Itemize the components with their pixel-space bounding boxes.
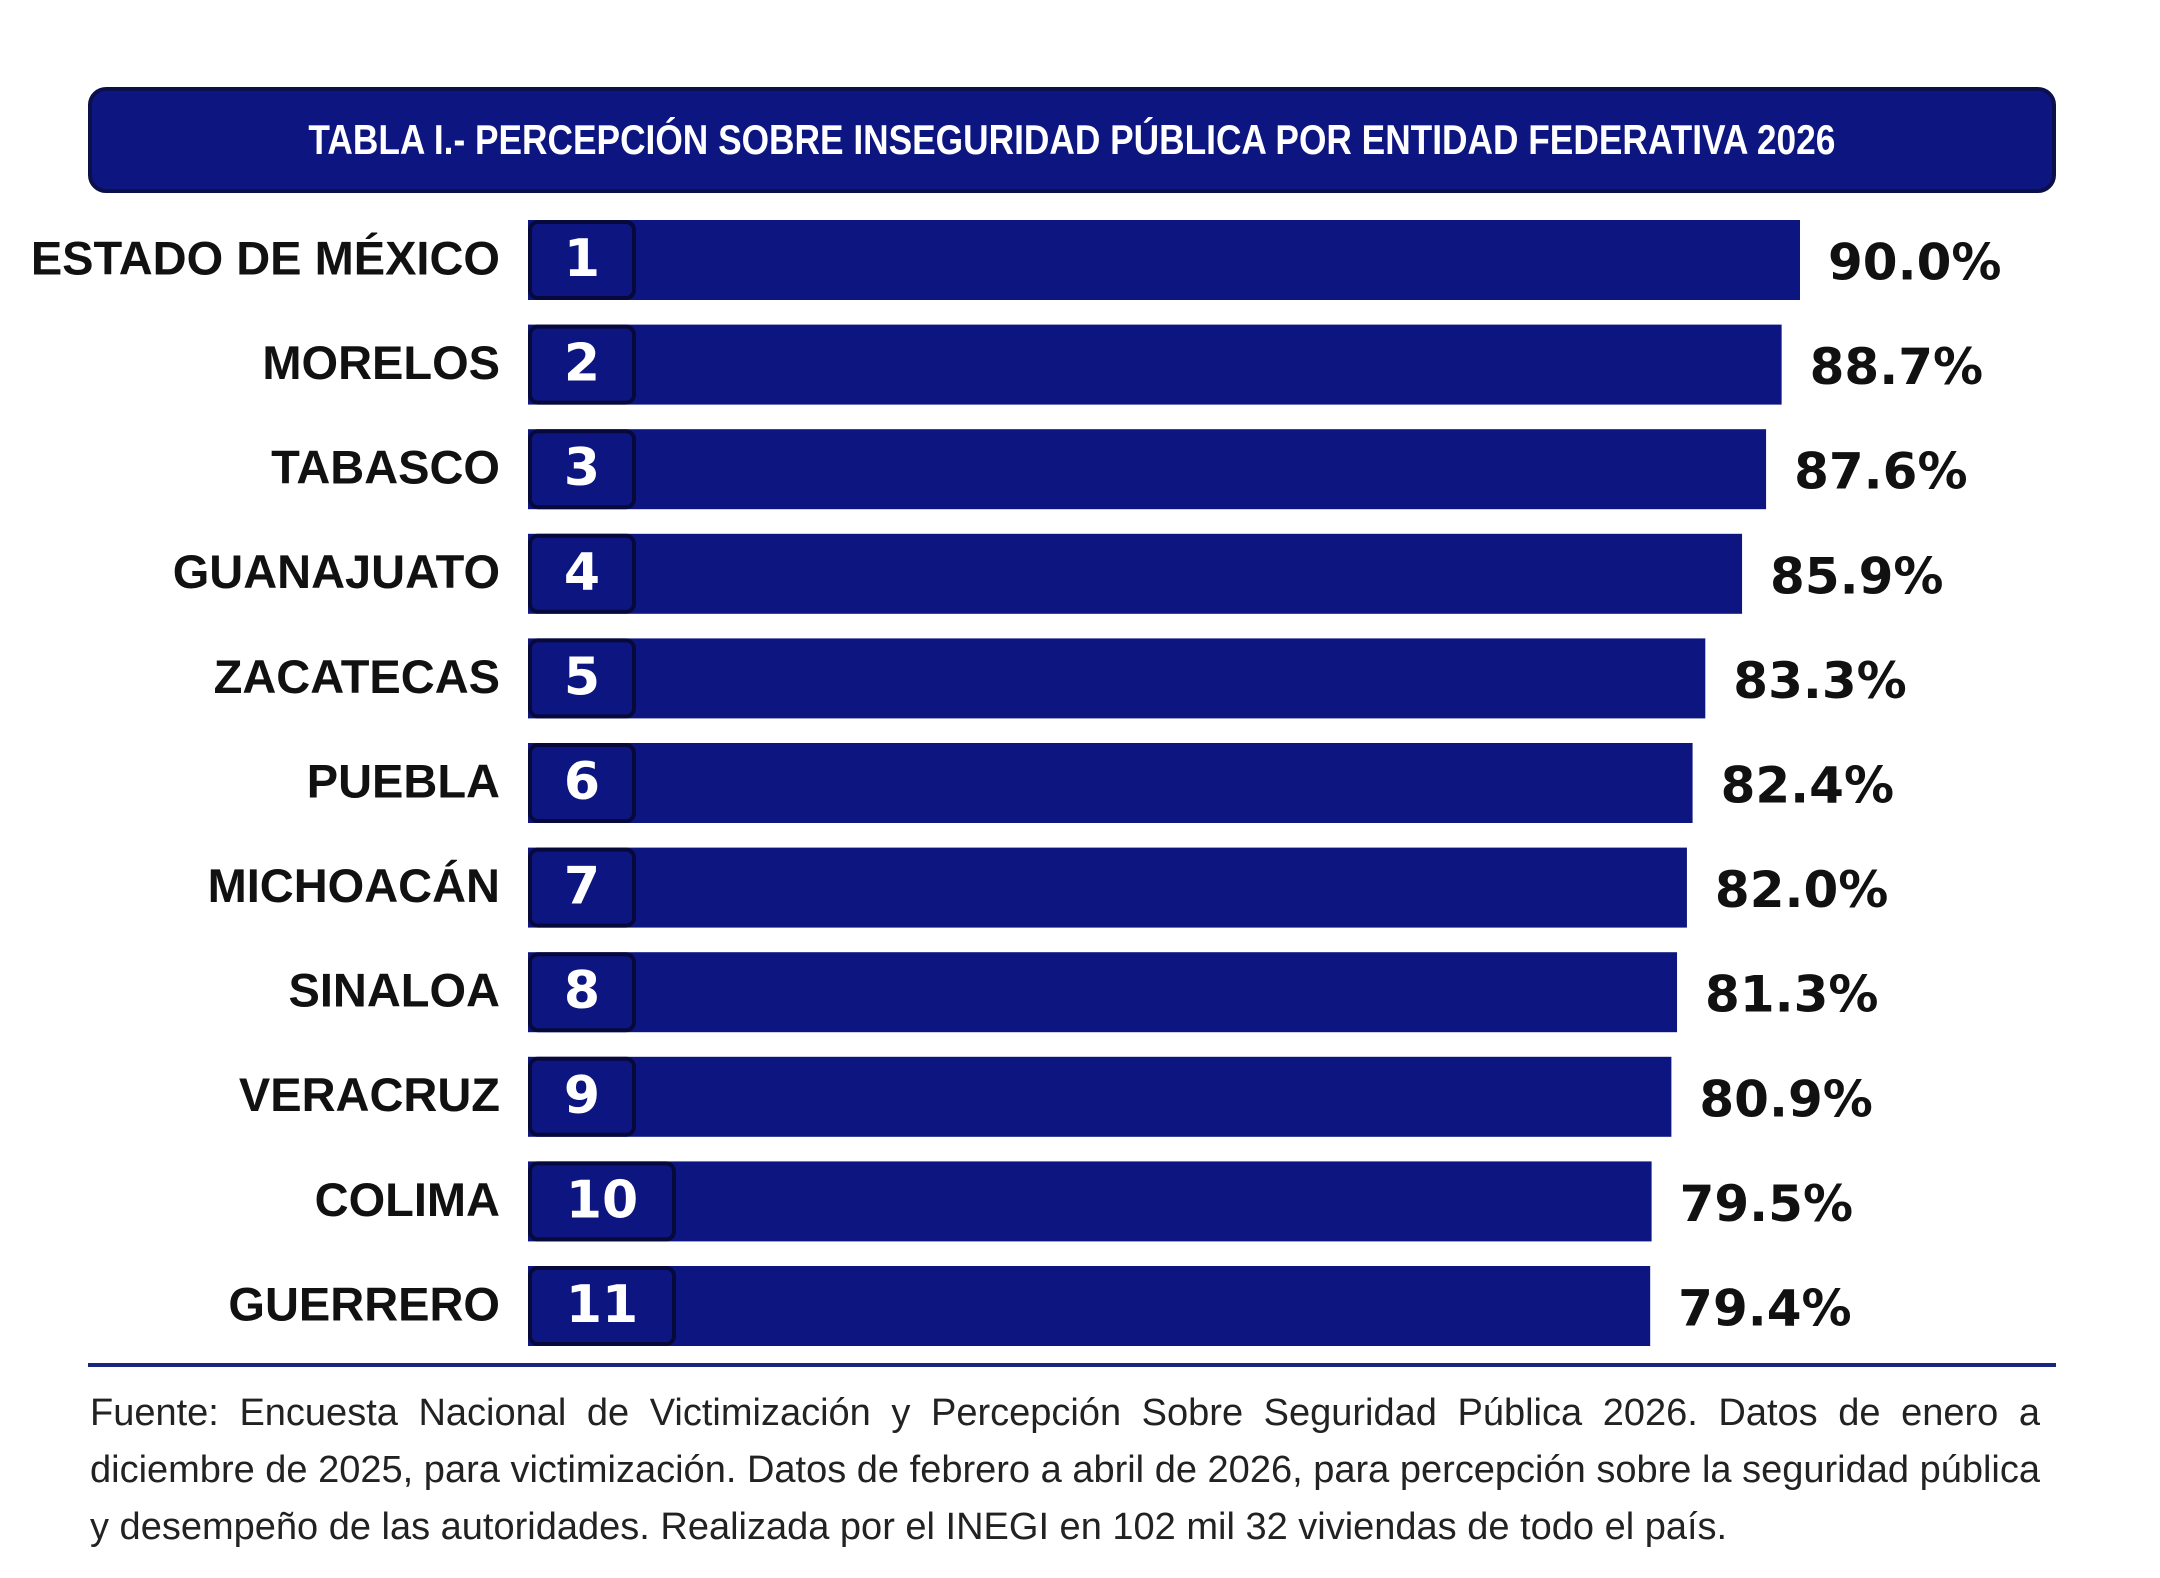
rank-label: 1 — [564, 229, 600, 289]
rank-label: 4 — [564, 543, 600, 603]
rank-box — [528, 1056, 636, 1137]
bar — [528, 743, 1693, 823]
bar-row: 10 COLIMA 79.5% — [315, 1161, 1853, 1242]
bar-chart: 1 ESTADO DE MÉXICO 90.0% 2 MORELOS 88.7% 3 TABA… — [31, 220, 2001, 1346]
chart-title-box: TABLA I.- PERCEPCIÓN SOBRE INSEGURIDAD P… — [88, 87, 2056, 193]
rank-label: 10 — [566, 1170, 638, 1230]
bar — [528, 533, 1743, 614]
category-label: TABASCO — [271, 441, 500, 494]
rank-label: 3 — [564, 438, 600, 498]
category-label: GUERRERO — [228, 1277, 500, 1330]
category-label: ZACATECAS — [214, 650, 500, 703]
category-label: VERACRUZ — [239, 1068, 500, 1121]
bar — [528, 952, 1678, 1033]
rank-box — [528, 1266, 676, 1346]
value-label: 90.0% — [1828, 234, 2001, 292]
bar-row: 4 GUANAJUATO 85.9% — [173, 533, 1944, 614]
bar-row: 8 SINALOA 81.3% — [289, 952, 1879, 1033]
bar — [528, 429, 1767, 510]
bar — [528, 220, 1800, 300]
category-label: PUEBLA — [307, 754, 500, 807]
category-label: SINALOA — [289, 964, 501, 1017]
value-label: 82.0% — [1715, 861, 1888, 919]
bar-row: 5 ZACATECAS 83.3% — [214, 638, 1907, 719]
value-label: 82.4% — [1721, 757, 1894, 815]
rank-box — [528, 220, 636, 300]
bar-row: 7 MICHOACÁN 82.0% — [208, 847, 1888, 928]
bar-row: 6 PUEBLA 82.4% — [307, 743, 1894, 823]
rank-box — [528, 952, 636, 1033]
rank-label: 5 — [564, 647, 600, 707]
bar — [528, 1056, 1672, 1137]
value-label: 85.9% — [1770, 547, 1943, 605]
value-label: 81.3% — [1705, 966, 1878, 1024]
category-label: GUANAJUATO — [173, 545, 500, 598]
bar — [528, 847, 1687, 928]
bar-row: 3 TABASCO 87.6% — [271, 429, 1968, 510]
rank-label: 9 — [564, 1066, 600, 1126]
source-note: Fuente: Encuesta Nacional de Victimizaci… — [90, 1392, 2040, 1548]
rank-label: 6 — [564, 752, 600, 812]
category-label: MICHOACÁN — [208, 859, 500, 912]
rank-box — [528, 847, 636, 928]
rank-label: 11 — [566, 1275, 638, 1335]
rank-label: 2 — [564, 334, 600, 394]
rank-box — [528, 324, 636, 405]
rank-box — [528, 638, 636, 719]
value-label: 88.7% — [1810, 338, 1983, 396]
category-label: ESTADO DE MÉXICO — [31, 231, 500, 284]
rank-label: 8 — [564, 961, 600, 1021]
bar — [528, 1266, 1651, 1346]
value-label: 79.5% — [1680, 1175, 1853, 1233]
bar — [528, 638, 1706, 719]
chart-title: TABLA I.- PERCEPCIÓN SOBRE INSEGURIDAD P… — [308, 116, 1836, 163]
bar-row: 9 VERACRUZ 80.9% — [239, 1056, 1873, 1137]
bar-row: 2 MORELOS 88.7% — [262, 324, 1983, 405]
value-label: 87.6% — [1794, 443, 1967, 501]
bar-row: 11 GUERRERO 79.4% — [228, 1266, 1852, 1346]
category-label: MORELOS — [262, 336, 500, 389]
rank-box — [528, 429, 636, 510]
bar — [528, 324, 1782, 405]
category-label: COLIMA — [315, 1173, 500, 1226]
rank-box — [528, 533, 636, 614]
bar-row: 1 ESTADO DE MÉXICO 90.0% — [31, 220, 2001, 300]
bar — [528, 1161, 1652, 1242]
value-label: 83.3% — [1733, 652, 1906, 710]
value-label: 79.4% — [1678, 1280, 1851, 1338]
rank-box — [528, 743, 636, 823]
divider — [88, 1363, 2056, 1367]
rank-box — [528, 1161, 676, 1242]
value-label: 80.9% — [1699, 1070, 1872, 1128]
rank-label: 7 — [564, 857, 600, 917]
